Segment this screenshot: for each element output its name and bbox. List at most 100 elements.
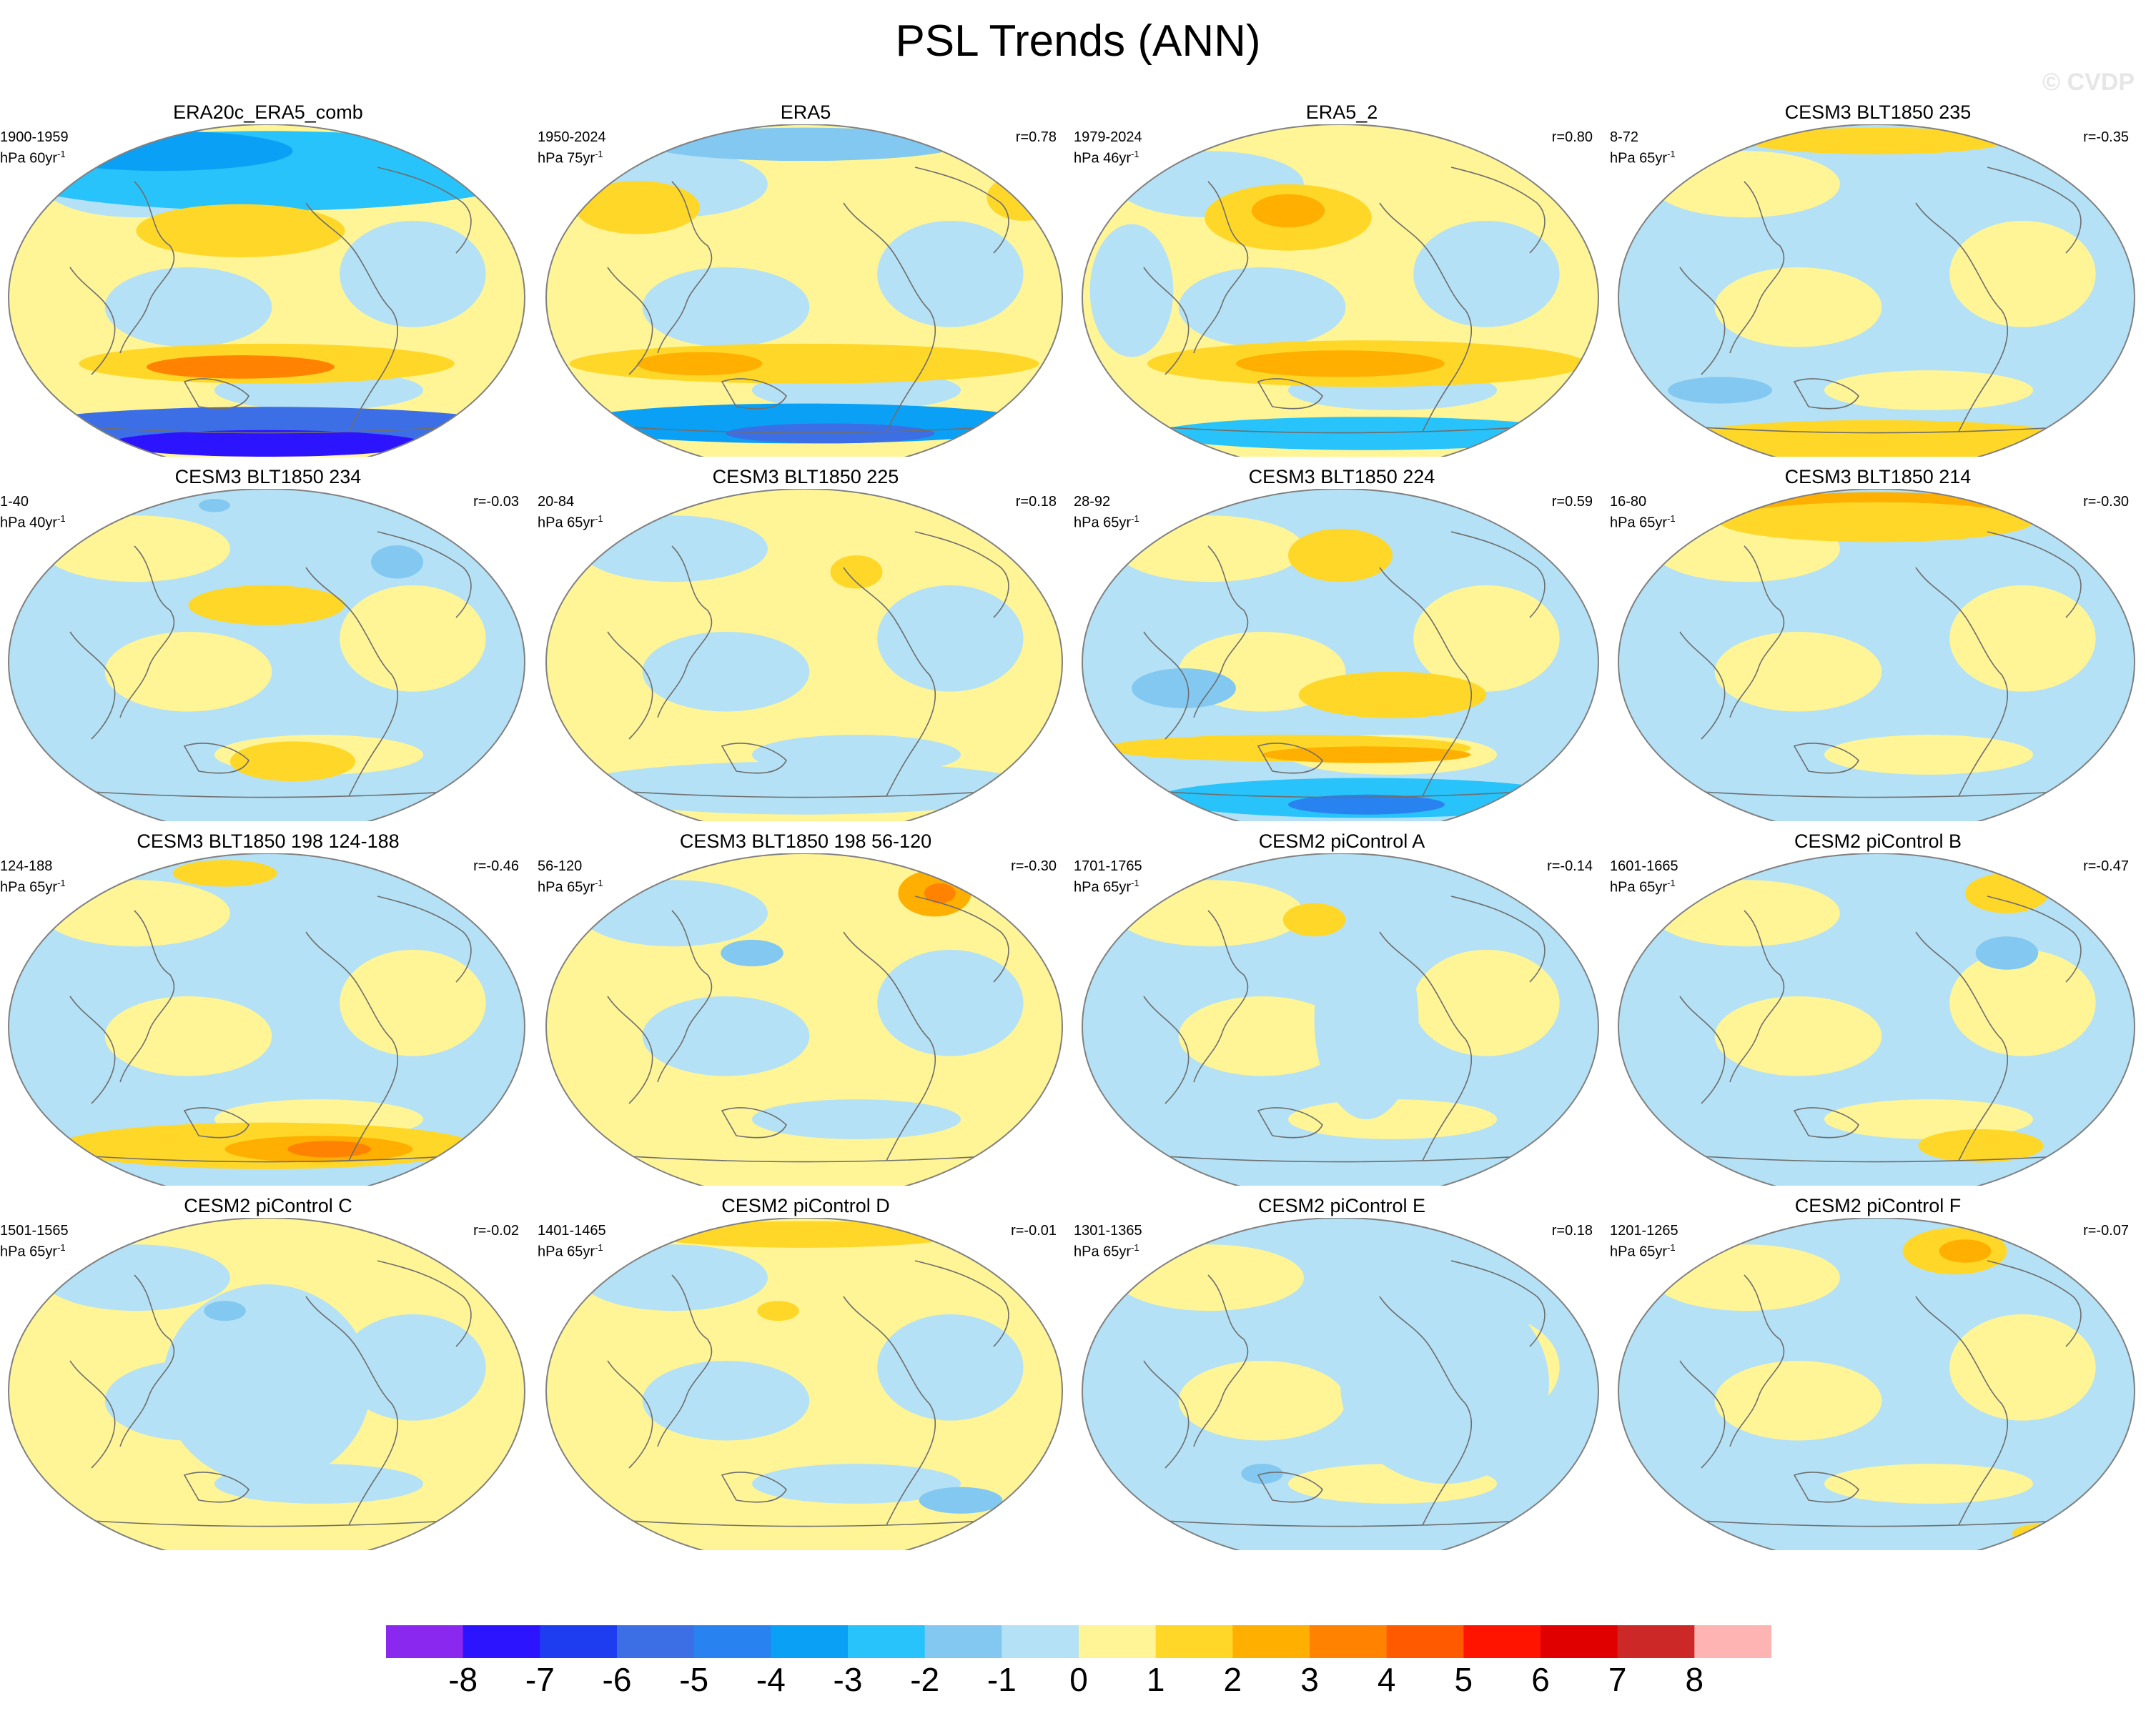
- trend-region: [1965, 873, 2049, 913]
- globe-outline: [545, 1218, 1063, 1550]
- coastline: [1379, 1296, 1473, 1526]
- trend-region: [1262, 746, 1471, 763]
- colorbar-label: -1: [986, 1661, 1017, 1698]
- globe-outline: [1082, 124, 1599, 457]
- coastline: [183, 743, 249, 774]
- colorbar-label: 3: [1300, 1661, 1319, 1698]
- panel-units: hPa 65yr-1: [538, 1239, 603, 1261]
- colorbar-label: -4: [756, 1661, 786, 1698]
- trend-region: [1824, 370, 2033, 410]
- panel-correlation: r=-0.03: [473, 494, 519, 510]
- trend-region: [1413, 220, 1560, 327]
- coastline: [1143, 631, 1190, 740]
- coastline: [1915, 202, 2009, 432]
- trend-region: [574, 181, 700, 234]
- colorbar-label: -7: [525, 1661, 555, 1698]
- trend-region: [1714, 267, 1882, 347]
- coastline: [1143, 267, 1190, 375]
- panel-years: 20-84: [538, 494, 575, 510]
- panel-units-exponent: -1: [595, 878, 603, 888]
- globe-outline: [1618, 1218, 2135, 1550]
- panel-title: CESM3 BLT1850 198 124-188: [137, 830, 400, 852]
- panel-units: hPa 65yr-1: [1074, 1239, 1139, 1261]
- trend-region: [1668, 420, 2085, 457]
- coastline: [1987, 531, 2082, 618]
- panel-units: hPa 65yr-1: [1610, 510, 1676, 532]
- globe-map: [8, 489, 525, 821]
- coastline: [1793, 1472, 1859, 1503]
- colorbar-swatch: [463, 1625, 540, 1658]
- coastline: [1143, 1360, 1190, 1469]
- coastline: [1450, 167, 1546, 254]
- coastline: [657, 545, 713, 718]
- globe-map: [1618, 1218, 2135, 1550]
- trend-region: [648, 127, 961, 162]
- globe-map: [8, 853, 525, 1186]
- trend-region: [340, 949, 486, 1056]
- panel-units-exponent: -1: [1131, 878, 1139, 888]
- globe-map: [545, 124, 1063, 457]
- colorbar-swatch: [1463, 1625, 1541, 1658]
- coastline: [119, 181, 175, 354]
- panel-title: CESM2 piControl D: [721, 1195, 890, 1216]
- panel-units-exponent: -1: [1667, 149, 1676, 159]
- trend-region: [757, 1301, 799, 1321]
- panel-units: hPa 60yr-1: [0, 146, 66, 167]
- coastline: [1193, 910, 1249, 1083]
- coastline: [914, 167, 1009, 254]
- coastline: [1915, 931, 2009, 1161]
- panel-units-exponent: -1: [57, 149, 66, 159]
- panel-units-text: hPa 46yr: [1074, 150, 1132, 167]
- panel-units-text: hPa 65yr: [1074, 515, 1132, 531]
- panel-correlation: r=-0.14: [1547, 858, 1593, 874]
- coastline: [914, 1260, 1009, 1347]
- trend-region: [31, 131, 293, 172]
- map-panel: ERA5 1950-2024 hPa 75yr-1 r=0.78: [538, 100, 1074, 465]
- trend-region: [642, 631, 810, 712]
- trend-region: [2012, 1523, 2075, 1544]
- coastline: [1450, 896, 1546, 983]
- panel-units: hPa 65yr-1: [1610, 875, 1676, 896]
- map-panel: CESM2 piControl A 1701-1765 hPa 65yr-1 r=-0…: [1074, 829, 1610, 1194]
- panel-title: ERA5_2: [1305, 101, 1378, 123]
- panel-correlation: r=-0.02: [473, 1223, 519, 1239]
- panel-years: 28-92: [1074, 494, 1111, 510]
- coastline: [377, 1260, 472, 1347]
- coastline: [1987, 1260, 2082, 1347]
- trend-region: [877, 220, 1024, 327]
- trend-region: [1824, 735, 2033, 775]
- panel-correlation: r=0.18: [1015, 494, 1057, 510]
- globe-outline: [1082, 489, 1599, 821]
- panel-units: hPa 65yr-1: [0, 875, 66, 896]
- globe-map: [545, 1218, 1063, 1550]
- colorbar-label: -5: [679, 1661, 709, 1698]
- trend-region: [1720, 502, 2033, 542]
- panel-years: 1601-1665: [1610, 858, 1678, 874]
- panel-years: 124-188: [0, 858, 53, 874]
- coastline: [305, 1296, 399, 1526]
- trend-region: [340, 220, 486, 327]
- map-panel: CESM3 BLT1850 235 8-72 hPa 65yr-1 r=-0.35: [1610, 100, 2146, 465]
- trend-region: [721, 939, 783, 967]
- coastline: [1193, 545, 1249, 718]
- trend-region: [1288, 794, 1445, 815]
- trend-region: [830, 555, 883, 589]
- panel-title: CESM3 BLT1850 214: [1784, 466, 1972, 487]
- coastline: [843, 931, 936, 1161]
- panel-units: hPa 65yr-1: [538, 510, 603, 532]
- trend-region: [1714, 996, 1882, 1076]
- panel-years: 1701-1765: [1074, 858, 1142, 874]
- coastline: [377, 531, 472, 618]
- panel-units-text: hPa 65yr: [538, 879, 595, 896]
- coastline: [69, 631, 116, 740]
- cvdp-watermark: © CVDP: [2042, 69, 2135, 96]
- coastline: [1987, 896, 2082, 983]
- trend-region: [1714, 631, 1882, 712]
- trend-region: [919, 1487, 1003, 1514]
- panel-units-text: hPa 75yr: [538, 150, 595, 167]
- panel-units: hPa 65yr-1: [1610, 146, 1676, 167]
- trend-region: [1413, 949, 1560, 1056]
- figure-title: PSL Trends (ANN): [895, 16, 1261, 66]
- panel-units-exponent: -1: [1667, 1242, 1676, 1253]
- globe-map: [1082, 1218, 1599, 1550]
